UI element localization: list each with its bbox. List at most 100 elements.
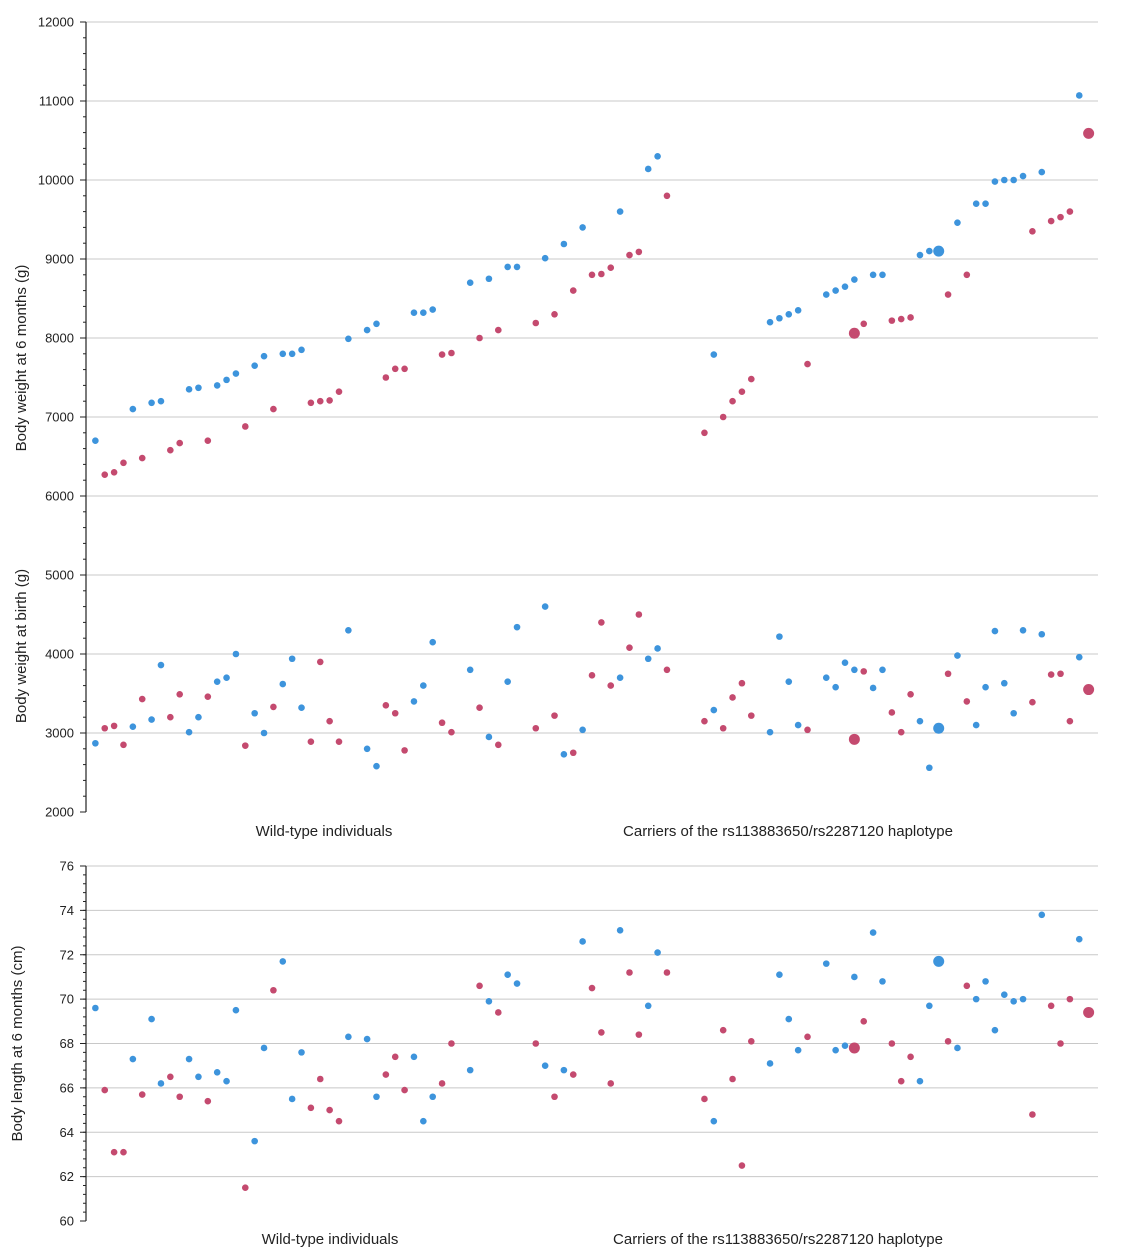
data-point-blue — [785, 1015, 793, 1023]
data-point-blue — [954, 652, 961, 659]
data-point-pink — [963, 698, 971, 705]
data-point-blue — [213, 1069, 221, 1076]
data-point-blue — [541, 254, 549, 262]
data-point-pink — [494, 326, 502, 334]
y-tick-label: 2000 — [45, 805, 74, 820]
data-point-blue — [926, 247, 933, 255]
data-point-blue — [832, 1046, 839, 1054]
data-point-pink — [316, 1075, 324, 1083]
y-tick-label: 64 — [60, 1125, 74, 1140]
y-tick-label: 5000 — [45, 568, 74, 583]
data-point-blue — [644, 165, 652, 173]
data-point-blue — [129, 723, 137, 730]
data-point-pink — [401, 1086, 408, 1094]
data-point-pink — [494, 1009, 502, 1016]
category-label: Carriers of the rs113883650/rs2287120 ha… — [613, 1231, 943, 1247]
data-point-pink — [747, 712, 755, 719]
data-point-pink — [448, 349, 455, 357]
data-point-pink — [907, 690, 914, 698]
data-point-pink — [120, 459, 127, 467]
data-point-blue — [1038, 168, 1046, 176]
y-axis-title: Body weight at 6 months (g) — [13, 265, 30, 452]
data-point-blue — [420, 682, 427, 689]
y-tick-label: 11000 — [39, 94, 74, 109]
data-point-blue — [972, 721, 980, 729]
data-point-blue — [223, 1077, 230, 1085]
data-point-pink — [401, 747, 408, 754]
data-point-blue — [785, 311, 793, 318]
data-point-pink — [729, 694, 736, 701]
data-point-pink — [738, 1162, 746, 1169]
data-point-blue — [982, 978, 989, 985]
data-point-blue — [485, 733, 493, 741]
data-point-blue — [982, 683, 989, 691]
data-point-blue — [776, 971, 783, 979]
data-point-blue — [776, 314, 783, 322]
data-point-blue — [972, 995, 980, 1003]
data-point-pink — [316, 658, 324, 666]
data-point-pink — [335, 1117, 343, 1125]
data-point-pink — [1057, 213, 1064, 221]
data-point-pink — [663, 666, 671, 674]
data-point-blue — [185, 1055, 193, 1063]
data-point-blue — [513, 980, 521, 987]
data-point-pink — [335, 388, 343, 396]
data-point-blue — [869, 271, 877, 279]
y-tick-label: 3000 — [45, 726, 74, 741]
data-point-blue — [851, 276, 858, 283]
data-point-pink — [701, 429, 708, 437]
data-point-blue — [954, 1044, 961, 1052]
data-point-pink — [120, 1148, 127, 1156]
highlight-point-pink — [848, 327, 860, 339]
highlight-point-blue — [933, 245, 945, 257]
data-point-pink — [588, 672, 596, 679]
data-point-blue — [504, 263, 511, 271]
data-point-pink — [391, 1053, 399, 1061]
data-point-blue — [644, 655, 652, 663]
data-point-blue — [373, 320, 380, 328]
data-point-pink — [532, 724, 540, 732]
data-point-pink — [588, 984, 596, 992]
data-point-blue — [148, 716, 155, 723]
data-point-blue — [251, 709, 258, 717]
data-point-blue — [157, 1080, 165, 1087]
data-point-blue — [251, 1137, 258, 1145]
data-point-blue — [841, 659, 849, 666]
data-point-blue — [195, 713, 202, 721]
y-tick-label: 8000 — [45, 331, 74, 346]
data-point-pink — [598, 270, 605, 278]
data-point-pink — [963, 982, 971, 990]
data-point-pink — [204, 1097, 212, 1105]
y-tick-label: 4000 — [45, 647, 74, 662]
y-tick-label: 70 — [60, 992, 74, 1007]
data-point-blue — [363, 745, 371, 753]
data-point-blue — [410, 1053, 418, 1061]
data-point-pink — [241, 742, 249, 749]
data-point-pink — [944, 291, 952, 298]
data-point-pink — [1057, 670, 1064, 678]
y-tick-label: 66 — [60, 1080, 74, 1095]
data-point-pink — [551, 311, 558, 318]
data-point-pink — [701, 717, 708, 725]
data-point-blue — [232, 1006, 240, 1014]
data-point-blue — [766, 728, 774, 736]
highlight-point-pink — [1083, 127, 1095, 139]
data-point-pink — [167, 446, 174, 454]
data-point-pink — [897, 1077, 905, 1085]
highlight-point-blue — [933, 955, 945, 967]
data-point-blue — [92, 437, 99, 445]
data-point-pink — [1047, 217, 1055, 225]
data-point-blue — [298, 704, 305, 712]
data-point-blue — [363, 326, 371, 334]
data-point-pink — [635, 1031, 643, 1038]
data-point-pink — [101, 471, 109, 478]
y-axis-title: Body length at 6 months (cm) — [9, 946, 26, 1142]
data-point-pink — [719, 413, 727, 421]
data-point-blue — [654, 153, 661, 160]
data-point-pink — [804, 1033, 811, 1041]
data-point-pink — [270, 986, 277, 994]
data-point-pink — [270, 703, 277, 711]
data-point-pink — [738, 388, 746, 396]
data-point-blue — [851, 973, 858, 981]
